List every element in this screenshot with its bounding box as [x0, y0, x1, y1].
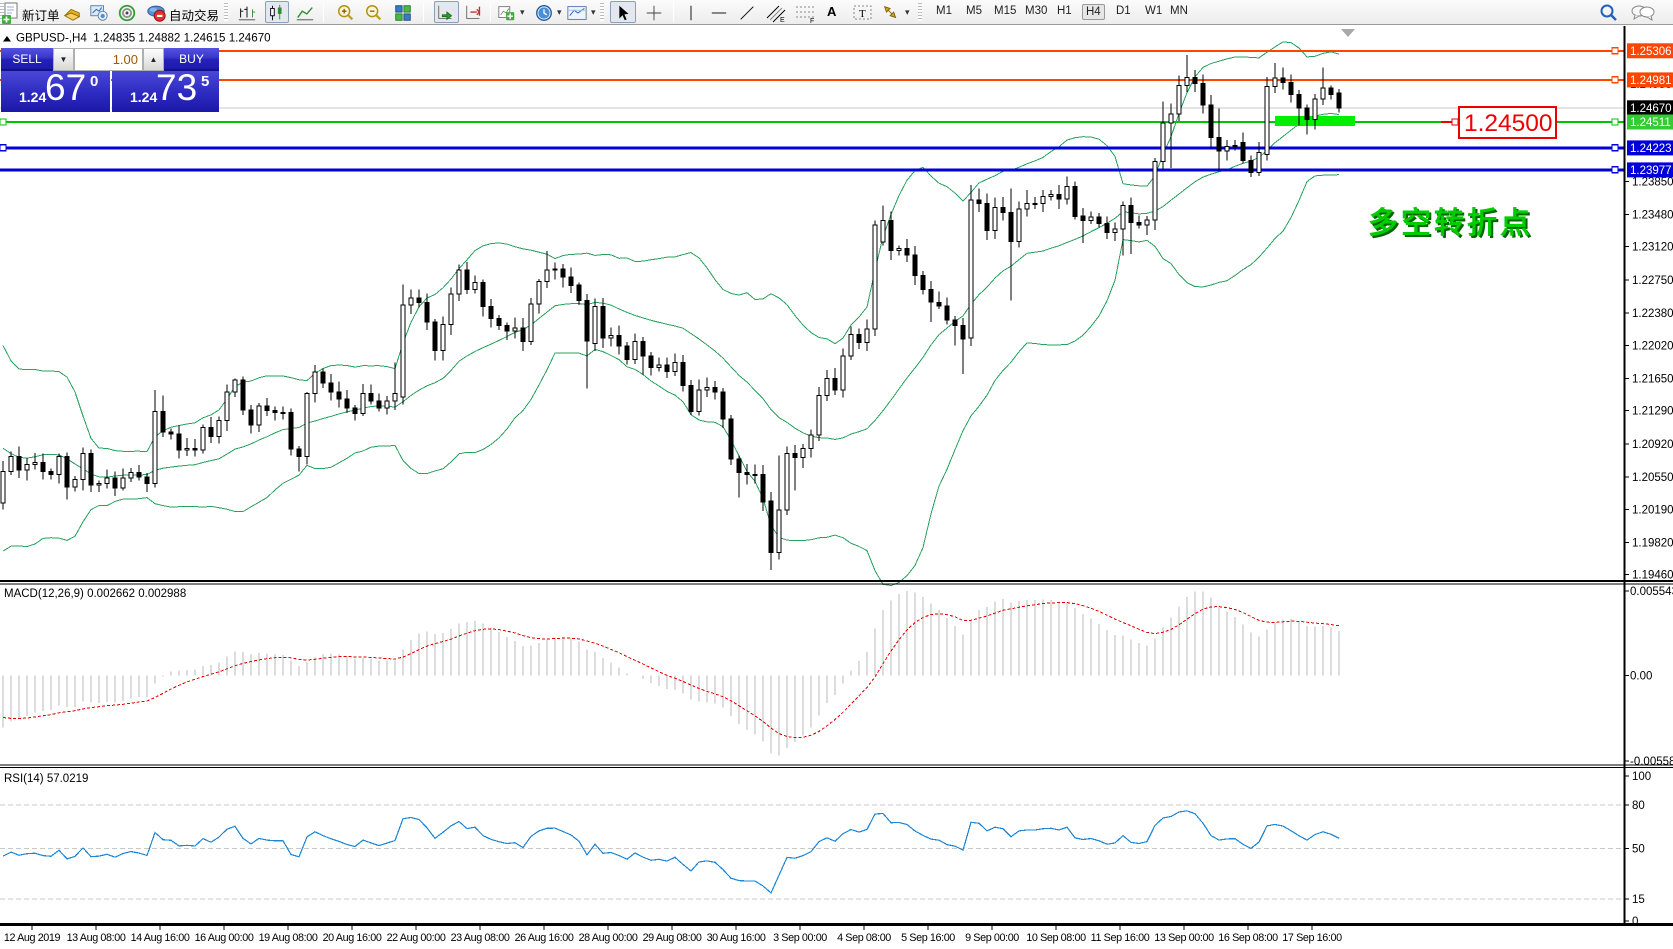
svg-text:10 Sep 08:00: 10 Sep 08:00 [1026, 932, 1086, 944]
svg-text:13 Aug 08:00: 13 Aug 08:00 [67, 932, 126, 944]
svg-text:1.20190: 1.20190 [1632, 504, 1673, 516]
svg-text:0: 0 [1632, 916, 1638, 928]
svg-text:1.19460: 1.19460 [1632, 570, 1673, 582]
svg-text:0.005543: 0.005543 [1630, 586, 1673, 598]
svg-text:T: T [859, 8, 866, 20]
svg-text:28 Aug 00:00: 28 Aug 00:00 [579, 932, 638, 944]
svg-text:1.21650: 1.21650 [1632, 373, 1673, 385]
svg-text:1.21290: 1.21290 [1632, 406, 1673, 418]
svg-text:16 Aug 00:00: 16 Aug 00:00 [195, 932, 254, 944]
svg-text:12 Aug 2019: 12 Aug 2019 [4, 932, 61, 944]
svg-text:1.23120: 1.23120 [1632, 242, 1673, 254]
svg-text:100: 100 [1632, 771, 1651, 783]
svg-text:15: 15 [1632, 894, 1645, 906]
svg-text:1.22750: 1.22750 [1632, 275, 1673, 287]
svg-text:1.25306: 1.25306 [1630, 46, 1672, 58]
svg-text:29 Aug 08:00: 29 Aug 08:00 [643, 932, 702, 944]
svg-text:1.24500: 1.24500 [1464, 110, 1553, 137]
svg-text:13 Sep 00:00: 13 Sep 00:00 [1154, 932, 1214, 944]
svg-text:多空转折点: 多空转折点 [1368, 207, 1533, 240]
svg-text:1.20550: 1.20550 [1632, 472, 1673, 484]
svg-text:20 Aug 16:00: 20 Aug 16:00 [323, 932, 382, 944]
svg-text:F: F [810, 18, 814, 24]
svg-text:50: 50 [1632, 844, 1645, 856]
svg-text:26 Aug 16:00: 26 Aug 16:00 [515, 932, 574, 944]
svg-text:1.24981: 1.24981 [1630, 75, 1672, 87]
svg-text:1.24670: 1.24670 [1630, 103, 1672, 115]
svg-text:1.22380: 1.22380 [1632, 308, 1673, 320]
svg-text:E: E [780, 17, 785, 24]
svg-text:80: 80 [1632, 800, 1645, 812]
svg-text:16 Sep 08:00: 16 Sep 08:00 [1218, 932, 1278, 944]
svg-text:5 Sep 16:00: 5 Sep 16:00 [901, 932, 955, 944]
svg-text:1.20920: 1.20920 [1632, 439, 1673, 451]
svg-text:14 Aug 16:00: 14 Aug 16:00 [131, 932, 190, 944]
svg-text:11 Sep 16:00: 11 Sep 16:00 [1091, 932, 1150, 944]
svg-text:3 Sep 00:00: 3 Sep 00:00 [773, 932, 827, 944]
svg-text:GBPUSD-,H4 1.24835 1.24882 1.: GBPUSD-,H4 1.24835 1.24882 1.24615 1.246… [16, 32, 271, 45]
svg-text:1.23850: 1.23850 [1632, 176, 1673, 188]
svg-text:1.24511: 1.24511 [1630, 117, 1671, 129]
svg-text:1.24223: 1.24223 [1630, 143, 1672, 155]
svg-text:19 Aug 08:00: 19 Aug 08:00 [259, 932, 318, 944]
svg-text:4 Sep 08:00: 4 Sep 08:00 [837, 932, 891, 944]
svg-text:23 Aug 08:00: 23 Aug 08:00 [451, 932, 510, 944]
svg-text:1.22020: 1.22020 [1632, 340, 1673, 352]
svg-text:1.19820: 1.19820 [1632, 537, 1673, 549]
svg-text:9 Sep 00:00: 9 Sep 00:00 [965, 932, 1019, 944]
svg-text:RSI(14) 57.0219: RSI(14) 57.0219 [4, 773, 88, 785]
svg-text:0.00: 0.00 [1630, 671, 1652, 683]
svg-text:17 Sep 16:00: 17 Sep 16:00 [1282, 932, 1342, 944]
svg-text:1.23480: 1.23480 [1632, 209, 1673, 221]
svg-text:22 Aug 00:00: 22 Aug 00:00 [387, 932, 446, 944]
svg-text:30 Aug 16:00: 30 Aug 16:00 [707, 932, 766, 944]
svg-text:-0.005583: -0.005583 [1630, 756, 1673, 768]
svg-text:1.23977: 1.23977 [1630, 165, 1672, 177]
svg-text:MACD(12,26,9) 0.002662 0.00298: MACD(12,26,9) 0.002662 0.002988 [4, 588, 186, 600]
